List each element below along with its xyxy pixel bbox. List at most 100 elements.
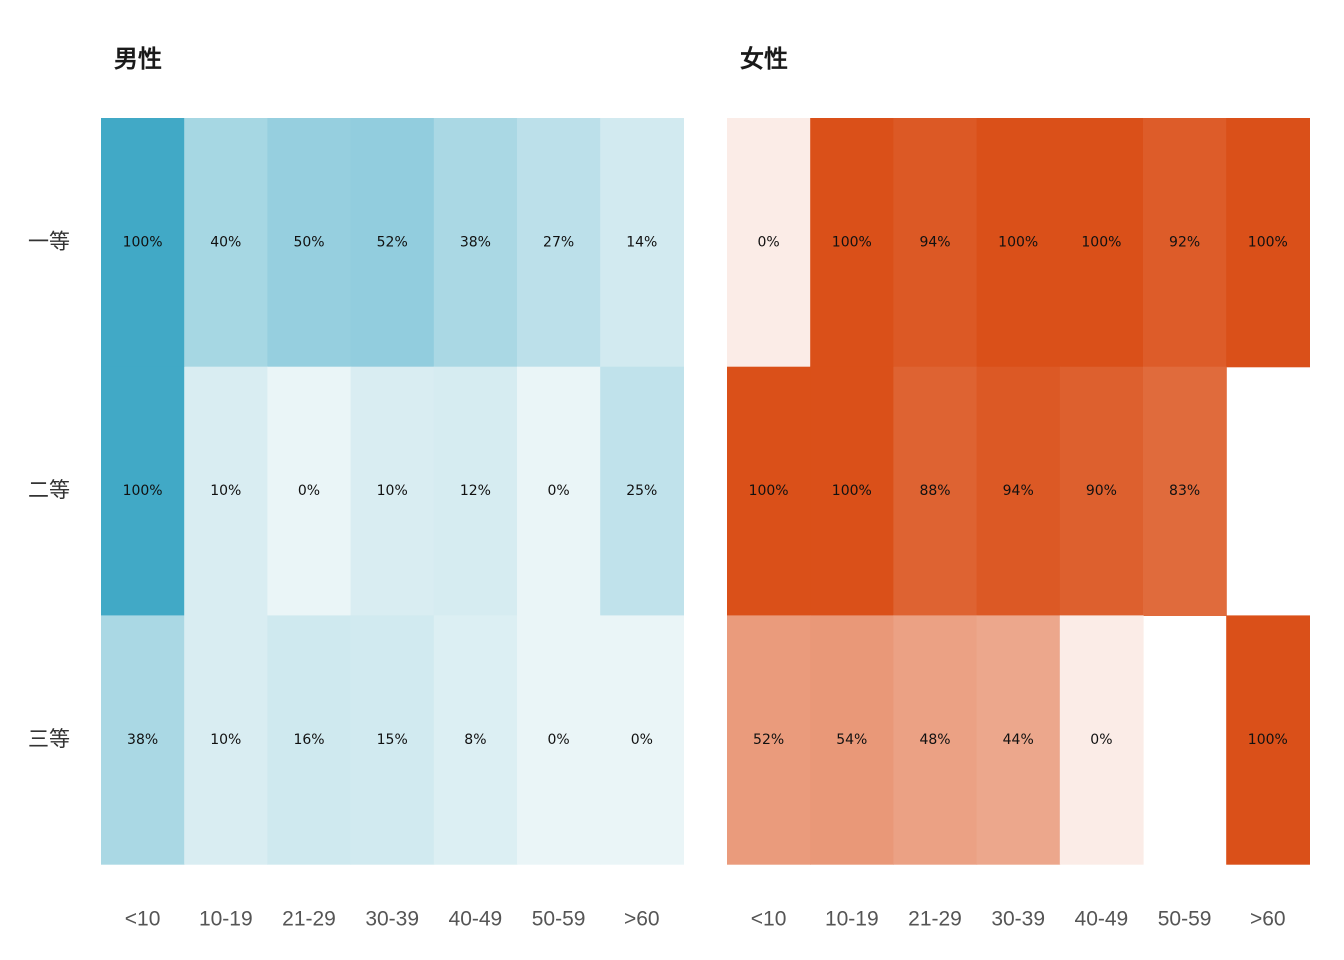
heatmap-cell (517, 118, 601, 368)
cell-value-label: 100% (123, 234, 163, 250)
heatmap-cell (893, 366, 978, 616)
cell-value-label: 0% (757, 234, 779, 250)
heatmap-cell (267, 615, 352, 865)
cell-value-label: 44% (1003, 732, 1034, 748)
cell-value-label: 40% (210, 234, 241, 250)
x-tick-label: >60 (1250, 908, 1286, 931)
heatmap-cell (810, 615, 894, 865)
cell-value-label: 100% (832, 234, 872, 250)
heatmap-cell (433, 615, 518, 865)
x-tick-label: 30-39 (991, 908, 1045, 931)
cell-value-label: 100% (998, 234, 1038, 250)
heatmap-cell (101, 615, 185, 865)
cell-value-label: 92% (1169, 234, 1200, 250)
heatmap-cell (1143, 366, 1227, 616)
cell-value-label: 100% (749, 483, 789, 499)
cell-value-label: 100% (123, 483, 163, 499)
heatmap-cell (350, 118, 435, 368)
cell-value-label: 52% (753, 732, 784, 748)
heatmap-cell (184, 118, 268, 368)
heatmap-panel-2: 女性 0% 100% 94% 100% 100% 92% 100% 100% 100% 88% 94%… (727, 45, 1310, 931)
cell-value-label: 38% (460, 234, 491, 250)
heatmap-cell (1143, 118, 1227, 368)
x-tick-label: >60 (624, 908, 660, 931)
cell-value-label: 100% (1248, 732, 1288, 748)
heatmap-cell (184, 366, 268, 616)
cell-value-label: 100% (1248, 234, 1288, 250)
heatmap-cell (1059, 615, 1144, 865)
heatmap-cell (893, 118, 978, 368)
x-tick-label: 10-19 (199, 908, 253, 931)
cell-value-label: 0% (547, 483, 569, 499)
x-tick-label: 50-59 (532, 908, 586, 931)
cell-value-label: 100% (1081, 234, 1121, 250)
heatmap-cell (976, 615, 1061, 865)
cell-value-label: 38% (127, 732, 158, 748)
cell-value-label: 0% (547, 732, 569, 748)
heatmap-cell (600, 366, 684, 616)
heatmap-cell (184, 615, 268, 865)
x-tick-label: 30-39 (365, 908, 419, 931)
cell-value-label: 94% (919, 234, 950, 250)
cell-value-label: 0% (631, 732, 653, 748)
cell-value-label: 8% (464, 732, 486, 748)
cell-value-label: 16% (293, 732, 324, 748)
heatmap-cell (517, 615, 601, 865)
cell-value-label: 50% (293, 234, 324, 250)
cell-value-label: 94% (1003, 483, 1034, 499)
heatmap-cell (976, 118, 1061, 368)
heatmap-panel-1: 男性 100% 40% 50% 52% 38% 27% 14% 100% 10% 0% 10% 12% 0… (28, 45, 684, 931)
heatmap-cell (433, 118, 518, 368)
cell-value-label: 10% (210, 732, 241, 748)
cell-value-label: 0% (1090, 732, 1112, 748)
heatmap-cell (350, 366, 435, 616)
cell-value-label: 88% (919, 483, 950, 499)
y-tick-label: 二等 (28, 478, 70, 502)
panel-title: 男性 (114, 45, 162, 73)
cell-value-label: 52% (377, 234, 408, 250)
heatmap-cell (1059, 118, 1144, 368)
cell-value-label: 27% (543, 234, 574, 250)
cell-value-label: 10% (377, 483, 408, 499)
x-tick-label: <10 (125, 908, 161, 931)
heatmap-cell (1226, 118, 1310, 368)
cell-value-label: 100% (832, 483, 872, 499)
x-tick-label: 21-29 (282, 908, 336, 931)
panel-title: 女性 (740, 45, 788, 73)
heatmap-cell (433, 366, 518, 616)
heatmap-cell (101, 118, 185, 368)
heatmap-cell (267, 366, 352, 616)
heatmap-cell (727, 118, 811, 368)
heatmap-cell (976, 366, 1061, 616)
x-tick-label: 40-49 (449, 908, 503, 931)
heatmap-cell (101, 366, 185, 616)
heatmap-cell (350, 615, 435, 865)
heatmap-cell (1059, 366, 1144, 616)
heatmap-cell (600, 615, 684, 865)
heatmap-cell (893, 615, 978, 865)
heatmap-cell (727, 615, 811, 865)
heatmap-cell (1226, 615, 1310, 865)
x-tick-label: 50-59 (1158, 908, 1212, 931)
heatmap-cell (517, 366, 601, 616)
x-tick-label: 40-49 (1075, 908, 1129, 931)
x-tick-label: 21-29 (908, 908, 962, 931)
heatmap-cell (600, 118, 684, 368)
cell-value-label: 14% (626, 234, 657, 250)
cell-value-label: 54% (836, 732, 867, 748)
cell-value-label: 90% (1086, 483, 1117, 499)
cell-value-label: 25% (626, 483, 657, 499)
cell-value-label: 0% (298, 483, 320, 499)
y-tick-label: 一等 (28, 229, 70, 253)
heatmap-cell (267, 118, 352, 368)
x-tick-label: 10-19 (825, 908, 879, 931)
cell-value-label: 48% (919, 732, 950, 748)
y-tick-label: 三等 (28, 727, 70, 751)
cell-value-label: 10% (210, 483, 241, 499)
cell-value-label: 12% (460, 483, 491, 499)
cell-value-label: 83% (1169, 483, 1200, 499)
heatmap-cell (810, 118, 894, 368)
x-tick-label: <10 (751, 908, 787, 931)
